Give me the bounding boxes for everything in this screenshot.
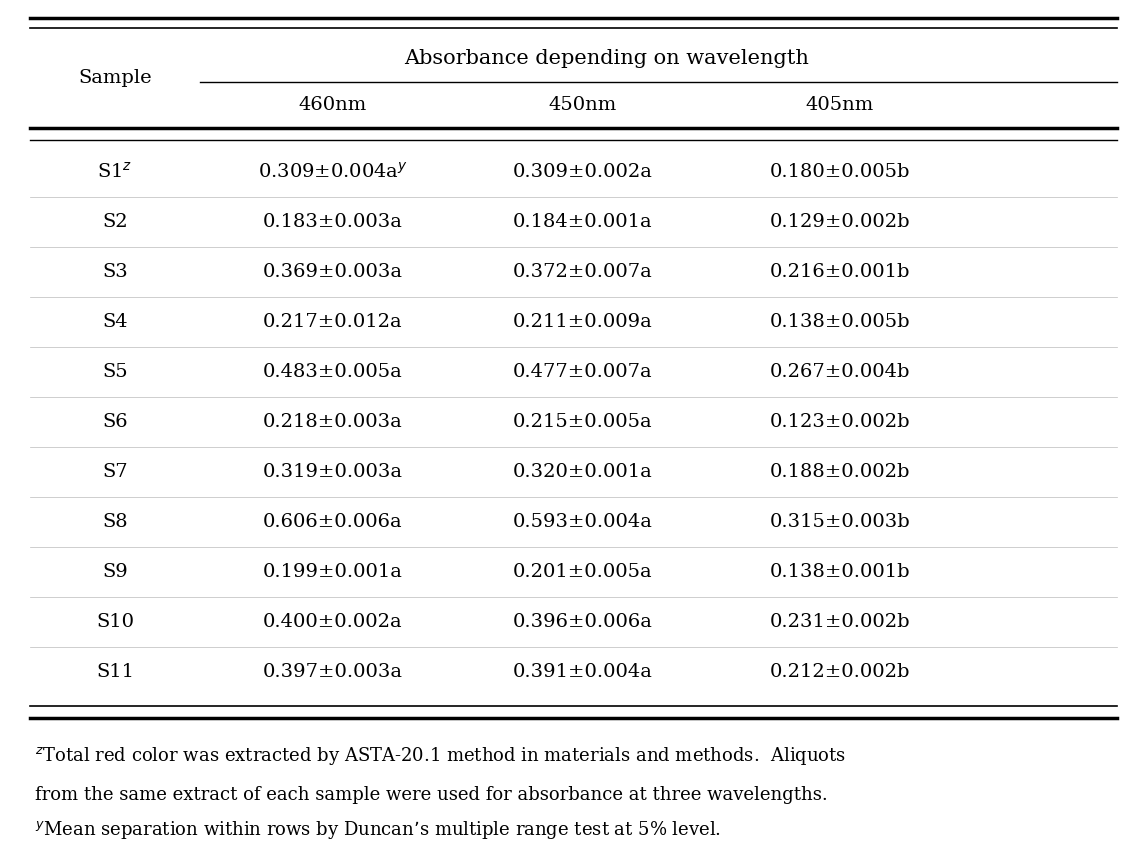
Text: Sample: Sample [78, 69, 151, 87]
Text: 0.309±0.002a: 0.309±0.002a [513, 163, 653, 181]
Text: S3: S3 [102, 263, 127, 281]
Text: Absorbance depending on wavelength: Absorbance depending on wavelength [404, 49, 809, 67]
Text: 0.372±0.007a: 0.372±0.007a [513, 263, 653, 281]
Text: S4: S4 [102, 313, 127, 331]
Text: 0.216±0.001b: 0.216±0.001b [770, 263, 911, 281]
Text: 0.477±0.007a: 0.477±0.007a [513, 363, 653, 381]
Text: S1$^z$: S1$^z$ [97, 162, 133, 182]
Text: S11: S11 [96, 663, 134, 681]
Text: 460nm: 460nm [299, 96, 367, 114]
Text: 0.217±0.012a: 0.217±0.012a [263, 313, 403, 331]
Text: 0.267±0.004b: 0.267±0.004b [770, 363, 911, 381]
Text: 0.138±0.001b: 0.138±0.001b [770, 563, 911, 581]
Text: 0.231±0.002b: 0.231±0.002b [770, 613, 911, 631]
Text: 0.319±0.003a: 0.319±0.003a [263, 463, 403, 481]
Text: 0.199±0.001a: 0.199±0.001a [263, 563, 403, 581]
Text: 0.215±0.005a: 0.215±0.005a [513, 413, 653, 431]
Text: 0.123±0.002b: 0.123±0.002b [770, 413, 911, 431]
Text: 0.593±0.004a: 0.593±0.004a [513, 513, 653, 531]
Text: 0.320±0.001a: 0.320±0.001a [513, 463, 653, 481]
Text: S5: S5 [102, 363, 127, 381]
Text: S8: S8 [102, 513, 127, 531]
Text: 0.211±0.009a: 0.211±0.009a [513, 313, 653, 331]
Text: S10: S10 [96, 613, 134, 631]
Text: 0.129±0.002b: 0.129±0.002b [770, 213, 911, 231]
Text: 0.188±0.002b: 0.188±0.002b [770, 463, 911, 481]
Text: 405nm: 405nm [806, 96, 874, 114]
Text: 0.369±0.003a: 0.369±0.003a [263, 263, 403, 281]
Text: $^y$Mean separation within rows by Duncan’s multiple range test at 5% level.: $^y$Mean separation within rows by Dunca… [36, 819, 721, 841]
Text: 0.138±0.005b: 0.138±0.005b [770, 313, 911, 331]
Text: 0.400±0.002a: 0.400±0.002a [263, 613, 403, 631]
Text: S9: S9 [102, 563, 127, 581]
Text: from the same extract of each sample were used for absorbance at three wavelengt: from the same extract of each sample wer… [36, 786, 828, 804]
Text: 0.396±0.006a: 0.396±0.006a [513, 613, 653, 631]
Text: 0.183±0.003a: 0.183±0.003a [263, 213, 403, 231]
Text: 0.391±0.004a: 0.391±0.004a [513, 663, 653, 681]
Text: 0.218±0.003a: 0.218±0.003a [263, 413, 403, 431]
Text: 0.606±0.006a: 0.606±0.006a [263, 513, 403, 531]
Text: S2: S2 [102, 213, 127, 231]
Text: 0.180±0.005b: 0.180±0.005b [770, 163, 911, 181]
Text: 0.483±0.005a: 0.483±0.005a [263, 363, 403, 381]
Text: S6: S6 [102, 413, 127, 431]
Text: 0.309±0.004a$^y$: 0.309±0.004a$^y$ [258, 162, 408, 182]
Text: $^z$Total red color was extracted by ASTA-20.1 method in materials and methods. : $^z$Total red color was extracted by AST… [36, 745, 846, 767]
Text: 450nm: 450nm [549, 96, 617, 114]
Text: S7: S7 [102, 463, 127, 481]
Text: 0.201±0.005a: 0.201±0.005a [513, 563, 653, 581]
Text: 0.212±0.002b: 0.212±0.002b [770, 663, 911, 681]
Text: 0.397±0.003a: 0.397±0.003a [263, 663, 403, 681]
Text: 0.184±0.001a: 0.184±0.001a [513, 213, 653, 231]
Text: 0.315±0.003b: 0.315±0.003b [770, 513, 911, 531]
